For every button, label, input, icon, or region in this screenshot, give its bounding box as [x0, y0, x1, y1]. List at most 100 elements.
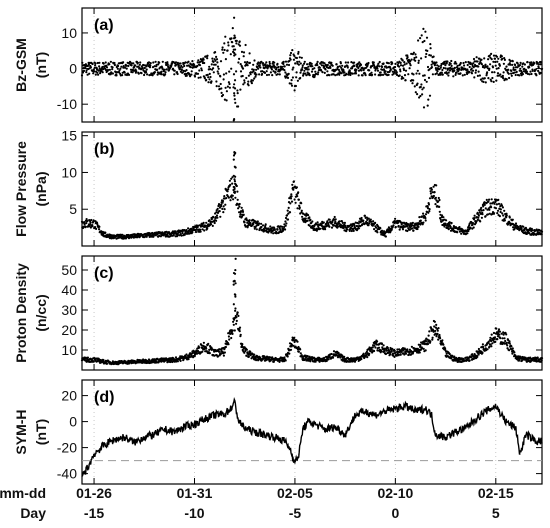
data-point [238, 330, 241, 333]
data-point [488, 67, 491, 70]
data-point [324, 68, 327, 71]
data-point [238, 202, 241, 206]
data-point [200, 69, 203, 72]
data-point [296, 340, 299, 343]
data-point [453, 69, 456, 72]
data-point [454, 73, 457, 76]
data-point [413, 56, 416, 60]
data-point [392, 224, 395, 227]
data-point [365, 350, 368, 353]
data-point [498, 64, 501, 67]
data-point [471, 69, 475, 72]
data-point [314, 423, 316, 425]
data-point [358, 61, 361, 64]
data-point [227, 188, 230, 191]
data-point [379, 73, 383, 76]
data-point [470, 356, 473, 359]
data-point [234, 401, 236, 403]
data-point [356, 62, 360, 65]
data-point [540, 357, 544, 360]
data-point [311, 220, 314, 223]
data-point [468, 70, 471, 73]
data-point [484, 81, 487, 84]
data-point [185, 69, 188, 72]
data-point [174, 356, 178, 359]
data-point [416, 93, 419, 96]
data-point [418, 351, 421, 354]
data-point [231, 332, 234, 335]
data-point [484, 63, 487, 66]
data-point [401, 221, 404, 224]
data-point [524, 68, 528, 71]
data-point [290, 449, 292, 451]
data-point [290, 79, 293, 82]
data-point [306, 355, 309, 358]
data-point [521, 73, 525, 76]
data-point [437, 338, 440, 341]
data-point [157, 63, 160, 66]
data-point [297, 198, 300, 201]
data-point [344, 65, 347, 68]
data-point [295, 76, 298, 79]
data-point [376, 349, 380, 352]
data-point [233, 279, 236, 282]
data-point [323, 356, 326, 359]
data-point [213, 219, 216, 222]
data-point [334, 74, 337, 77]
data-point [326, 70, 329, 73]
data-point [530, 61, 533, 64]
data-point [332, 218, 336, 221]
data-point [86, 356, 89, 359]
data-point [85, 69, 88, 72]
data-point [371, 346, 374, 349]
data-point [267, 73, 271, 76]
data-point [200, 67, 203, 70]
data-point [399, 353, 402, 356]
data-point [537, 69, 540, 72]
data-point [452, 228, 455, 231]
data-point [179, 62, 182, 65]
data-point [91, 62, 94, 66]
data-point [512, 66, 515, 69]
data-point [233, 34, 236, 37]
data-point [194, 230, 198, 234]
data-point [232, 323, 235, 326]
data-point [357, 66, 360, 70]
data-point [173, 69, 176, 72]
data-point [283, 225, 286, 229]
data-point [421, 88, 424, 91]
data-point [187, 358, 190, 361]
data-point [405, 225, 409, 228]
data-point [301, 68, 304, 71]
data-point [448, 352, 451, 356]
data-point [503, 58, 506, 62]
data-point [403, 74, 407, 77]
data-point [232, 86, 235, 89]
data-point [166, 61, 169, 64]
data-point [121, 233, 124, 236]
data-point [523, 67, 526, 70]
data-point [180, 234, 183, 237]
data-point [190, 227, 193, 230]
data-point [410, 350, 413, 353]
data-point [304, 72, 307, 75]
data-point [313, 75, 316, 78]
data-point [423, 74, 426, 77]
data-point [439, 218, 442, 221]
data-point [367, 217, 370, 220]
data-point [431, 191, 434, 194]
data-point [293, 89, 296, 92]
data-point [233, 87, 237, 90]
data-point [83, 221, 86, 224]
data-point [233, 178, 236, 181]
data-point [421, 215, 424, 218]
data-point [403, 353, 406, 356]
data-point [357, 227, 361, 230]
data-point [215, 219, 218, 222]
data-point [234, 257, 237, 260]
data-point [243, 81, 246, 84]
data-point [482, 205, 485, 208]
data-point [176, 72, 179, 76]
x-tick-date-label: 02-15 [478, 485, 514, 501]
data-point [284, 71, 287, 74]
